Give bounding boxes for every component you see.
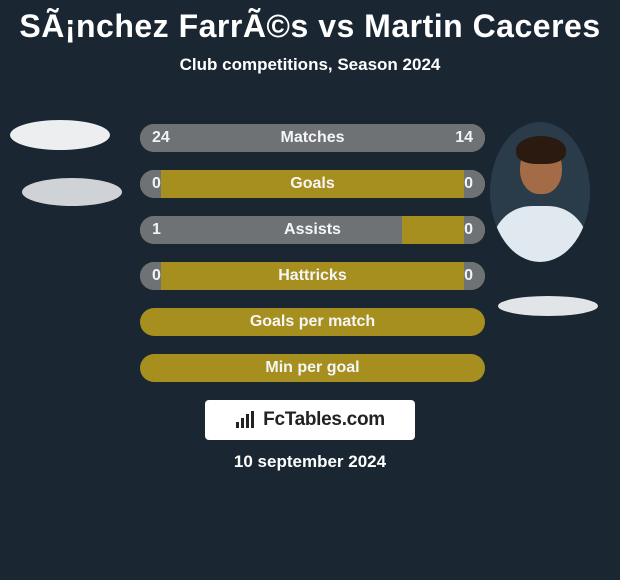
- stat-value-right: 0: [464, 262, 473, 290]
- stat-label: Matches: [140, 124, 485, 152]
- stat-value-right: 0: [464, 216, 473, 244]
- stat-value-left: 0: [152, 170, 161, 198]
- player-left-avatar-placeholder-2: [22, 178, 122, 206]
- stat-value-right: 14: [455, 124, 473, 152]
- stat-row: Goals0 0: [140, 170, 485, 198]
- stat-row: Hattricks0 0: [140, 262, 485, 290]
- stat-label: Min per goal: [140, 354, 485, 382]
- player-right-avatar-shadow: [498, 296, 598, 316]
- stat-bars: Matches2414Goals00Assists10Hattricks00Go…: [140, 124, 485, 400]
- stat-label: Goals per match: [140, 308, 485, 336]
- stat-value-left: 0: [152, 262, 161, 290]
- page-title: SÃ¡nchez FarrÃ©s vs Martin Caceres: [0, 0, 620, 45]
- stat-row: Goals per match: [140, 308, 485, 336]
- subtitle: Club competitions, Season 2024: [0, 55, 620, 75]
- stat-label: Hattricks: [140, 262, 485, 290]
- player-right-avatar: [490, 122, 590, 262]
- stat-row: Assists1 0: [140, 216, 485, 244]
- bar-chart-icon: [235, 411, 257, 429]
- stat-label: Goals: [140, 170, 485, 198]
- stat-row: Min per goal: [140, 354, 485, 382]
- stat-value-left: 24: [152, 124, 170, 152]
- stat-value-left: 1: [152, 216, 161, 244]
- stat-value-right: 0: [464, 170, 473, 198]
- date-text: 10 september 2024: [0, 452, 620, 472]
- stat-row: Matches24 14: [140, 124, 485, 152]
- brand-badge: FcTables.com: [205, 400, 415, 440]
- brand-text: FcTables.com: [263, 409, 385, 431]
- stat-label: Assists: [140, 216, 485, 244]
- player-left-avatar-placeholder-1: [10, 120, 110, 150]
